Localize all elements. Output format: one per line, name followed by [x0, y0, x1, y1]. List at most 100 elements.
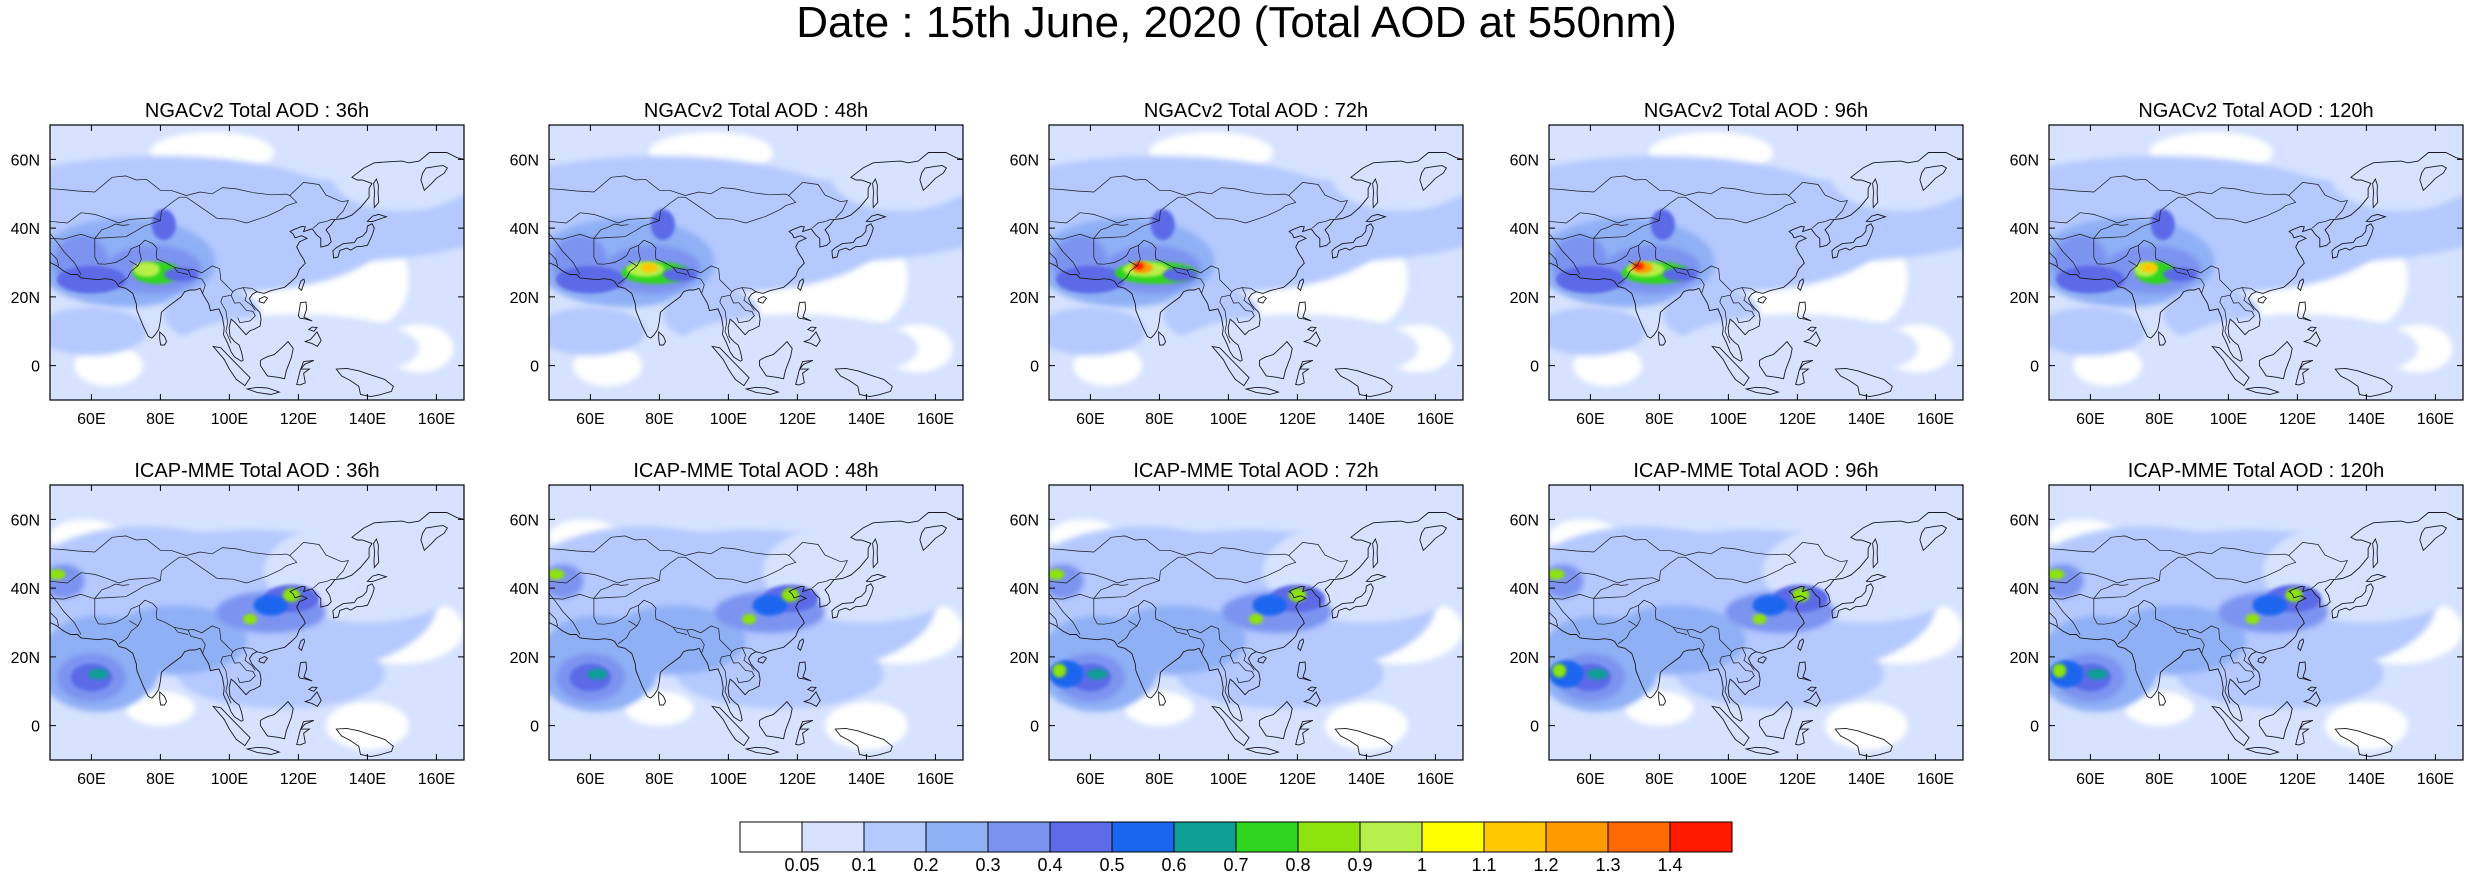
country-border: [1686, 629, 1705, 653]
island-outline: [1831, 223, 1874, 259]
island-outline: [2244, 746, 2280, 755]
coastline: [549, 512, 963, 722]
colorbar-swatch: [1297, 821, 1361, 853]
island-outline: [1744, 386, 1780, 395]
island-outline: [1295, 720, 1314, 746]
island-outline: [2258, 340, 2293, 380]
colorbar-level-label: 0.6: [1161, 855, 1186, 874]
country-border: [1186, 269, 1205, 293]
island-outline: [1297, 638, 1305, 652]
country-border: [139, 599, 258, 653]
y-tick-label: 0: [31, 719, 40, 736]
aod-plume: [1162, 267, 1198, 282]
country-border: [129, 605, 142, 627]
island-outline: [1796, 661, 1812, 682]
x-tick-label: 140E: [1848, 771, 1885, 788]
island-outline: [1365, 213, 1387, 223]
island-outline: [1296, 301, 1312, 322]
country-border: [1049, 593, 1081, 635]
country-border: [1729, 655, 1755, 684]
aod-plume: [742, 613, 756, 625]
aod-plume: [163, 267, 199, 282]
aod-plume: [2252, 595, 2288, 616]
country-border: [1093, 182, 1349, 239]
island-outline: [1372, 177, 1379, 209]
island-outline: [307, 686, 318, 692]
country-border: [1593, 598, 1639, 625]
map-frame: [1548, 124, 1964, 401]
island-outline: [795, 360, 814, 386]
country-border: [2229, 655, 2255, 684]
country-border: [1719, 291, 1733, 344]
colorbar-swatch: [1111, 821, 1175, 853]
map-frame: [49, 484, 465, 761]
country-border: [2219, 291, 2233, 344]
island-outline: [420, 525, 449, 552]
country-border: [50, 593, 95, 600]
country-border: [50, 251, 59, 266]
y-tick-label: 20N: [11, 650, 40, 667]
map-panel: ICAP-MME Total AOD : 36h 60E 80E 100E 120E 14…: [11, 460, 465, 788]
island-outline: [834, 367, 893, 398]
aod-plume: [332, 142, 464, 211]
island-outline: [2257, 295, 2267, 304]
country-border: [2229, 295, 2255, 324]
aod-plume: [2245, 613, 2260, 625]
map-frame: [1048, 484, 1464, 761]
island-outline: [297, 301, 313, 322]
island-outline: [796, 301, 812, 322]
country-border: [549, 535, 686, 556]
aod-plume: [1752, 613, 1767, 625]
country-border: [2138, 239, 2257, 293]
island-outline: [1757, 295, 1767, 304]
y-tick-label: 60N: [11, 152, 40, 169]
country-border: [50, 233, 82, 275]
y-tick-label: 20N: [2010, 290, 2039, 307]
country-border: [1672, 627, 1688, 635]
country-border: [1138, 599, 1257, 653]
country-border: [1229, 655, 1255, 684]
island-outline: [259, 340, 294, 380]
x-tick-label: 60E: [1076, 411, 1104, 428]
colorbar-swatch: [925, 821, 989, 853]
island-outline: [658, 690, 667, 706]
x-tick-label: 120E: [280, 411, 317, 428]
country-border: [1172, 267, 1188, 275]
country-border: [593, 583, 629, 599]
island-outline: [1831, 583, 1874, 619]
aod-plume: [1676, 314, 1919, 383]
country-border: [1811, 219, 1834, 229]
x-tick-label: 60E: [1576, 411, 1604, 428]
x-tick-label: 160E: [1417, 411, 1454, 428]
island-outline: [1795, 720, 1814, 746]
x-tick-label: 80E: [1145, 411, 1173, 428]
country-border: [1229, 295, 1255, 324]
country-border: [729, 295, 755, 324]
aod-plume: [1549, 569, 1565, 580]
x-tick-label: 120E: [1279, 411, 1316, 428]
y-tick-label: 40N: [11, 581, 40, 598]
aod-plume: [549, 307, 646, 356]
country-border: [220, 291, 234, 344]
x-tick-label: 100E: [1710, 411, 1747, 428]
island-outline: [1158, 330, 1167, 346]
y-tick-label: 0: [1530, 719, 1539, 736]
panel-title: NGACv2 Total AOD : 36h: [145, 100, 369, 122]
colorbar-swatch: [1545, 821, 1609, 853]
island-outline: [1158, 690, 1167, 706]
x-tick-label: 160E: [2417, 411, 2454, 428]
country-border: [549, 233, 594, 240]
aod-plume: [1752, 595, 1788, 616]
island-outline: [373, 537, 380, 569]
country-border: [1172, 627, 1188, 635]
country-border: [187, 269, 206, 293]
country-border: [2128, 605, 2141, 627]
country-border: [719, 651, 733, 704]
island-outline: [2211, 705, 2250, 747]
country-border: [741, 647, 755, 671]
aod-plume: [1249, 613, 1263, 625]
coastline: [1549, 512, 1963, 722]
country-border: [1185, 187, 1289, 196]
island-outline: [296, 720, 315, 746]
country-border: [1093, 598, 1139, 625]
